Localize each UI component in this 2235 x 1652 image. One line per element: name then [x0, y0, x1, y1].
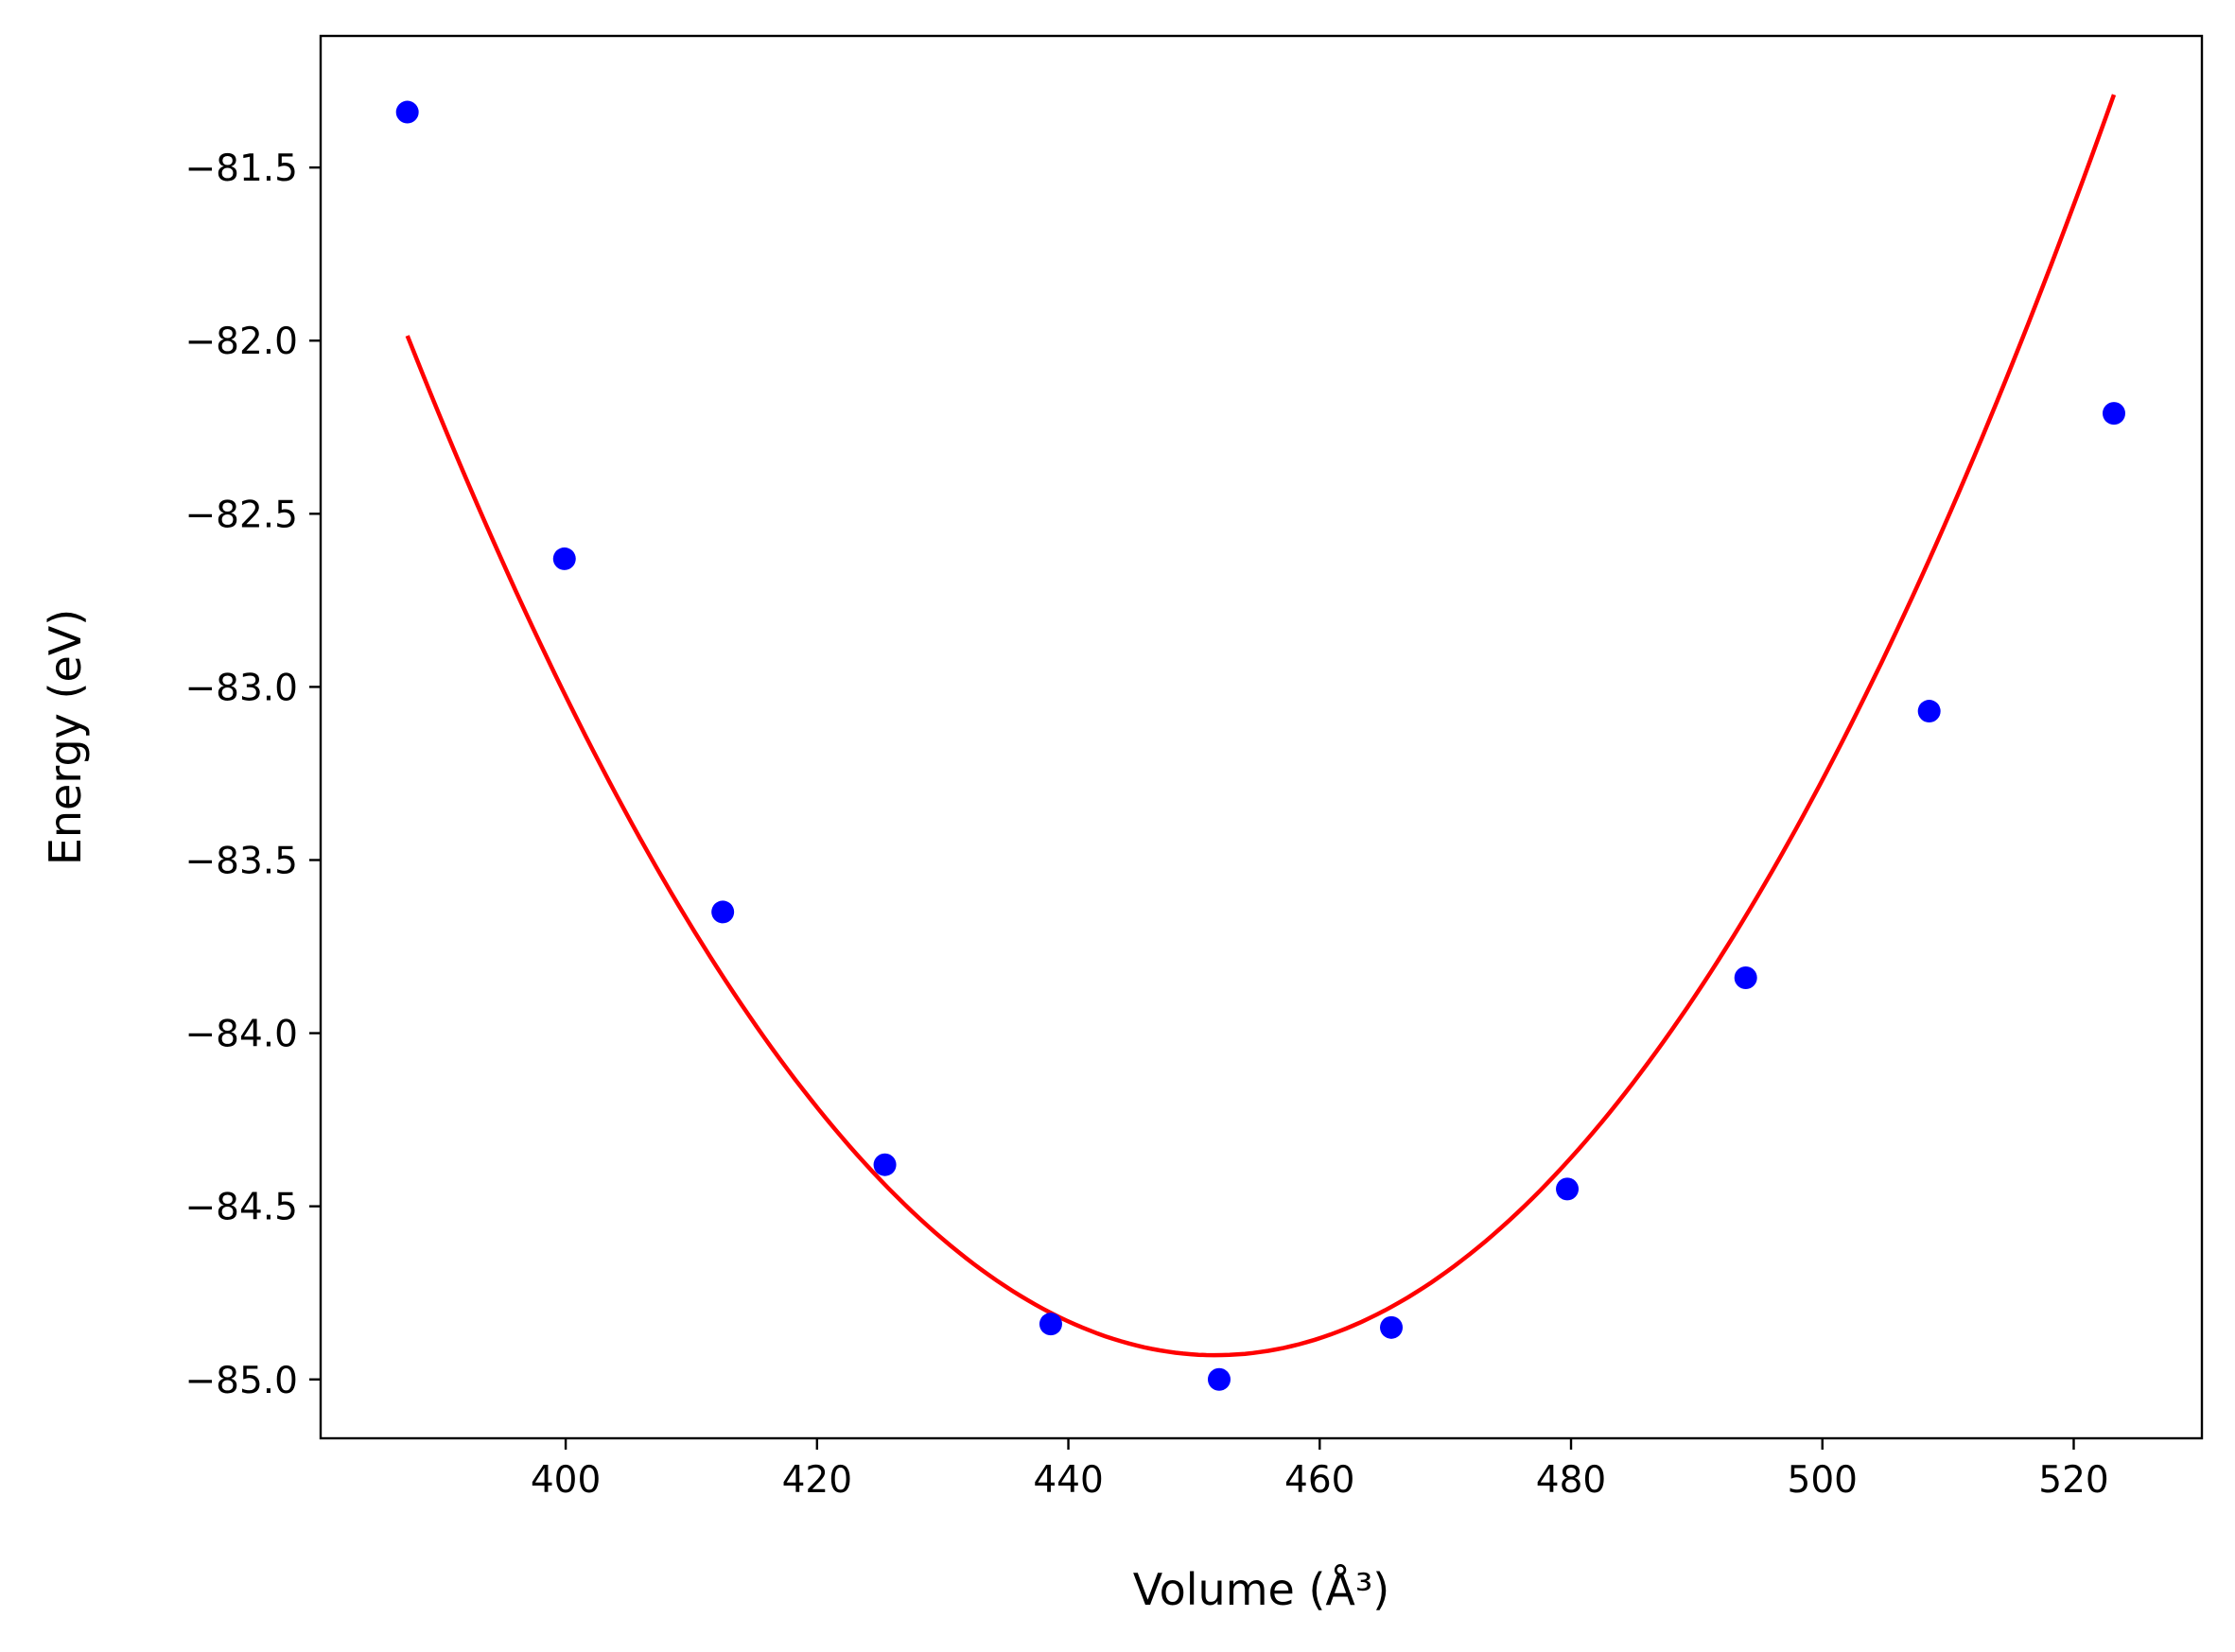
data-point [1207, 1367, 1231, 1391]
x-axis-label: Volume (Å³) [1133, 1564, 1390, 1615]
data-point [1380, 1315, 1404, 1339]
y-tick-label: −84.0 [184, 1014, 298, 1056]
data-point [2102, 402, 2125, 426]
y-axis: −85.0 −84.5 −84.0 −83.5 −83.0 −82.5 −82.0 −81.5 [184, 148, 321, 1402]
x-tick-label: 440 [1033, 1459, 1103, 1502]
x-tick-label: 480 [1536, 1459, 1606, 1502]
x-tick-label: 520 [2038, 1459, 2108, 1502]
x-tick-label: 500 [1788, 1459, 1858, 1502]
y-tick-label: −85.0 [184, 1360, 298, 1402]
data-point [711, 900, 735, 924]
y-axis-label: Energy (eV) [40, 609, 91, 865]
y-tick-label: −81.5 [184, 148, 298, 190]
x-axis: 400 420 440 460 480 500 520 [531, 1438, 2109, 1502]
data-point [1556, 1177, 1580, 1201]
x-tick-label: 460 [1284, 1459, 1354, 1502]
data-point [1039, 1313, 1062, 1336]
x-tick-label: 420 [782, 1459, 852, 1502]
fit-curve [405, 94, 2117, 1358]
axes-frame [319, 34, 2204, 1440]
y-tick-label: −82.0 [184, 321, 298, 363]
y-tick-label: −84.5 [184, 1187, 298, 1229]
y-tick-label: −83.0 [184, 667, 298, 709]
plot-area [395, 94, 2125, 1391]
data-point [1917, 700, 1941, 723]
y-tick-label: −83.5 [184, 840, 298, 882]
data-point [395, 100, 419, 124]
x-tick-label: 400 [531, 1459, 601, 1502]
data-point [1734, 965, 1757, 989]
data-point [873, 1153, 897, 1176]
data-point [552, 547, 576, 570]
y-tick-label: −82.5 [184, 494, 298, 536]
